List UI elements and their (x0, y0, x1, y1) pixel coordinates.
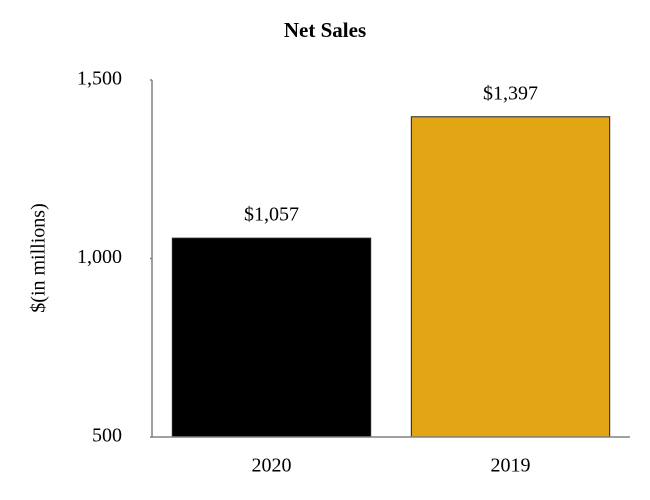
value-label: $1,397 (483, 82, 538, 104)
x-tick-label: 2020 (252, 455, 292, 477)
y-axis-label: $(in millions) (28, 203, 50, 312)
value-label: $1,057 (244, 204, 299, 226)
bar (171, 237, 372, 438)
chart-title: Net Sales (284, 18, 366, 42)
bar (410, 116, 611, 438)
x-tick-label: 2019 (491, 455, 531, 477)
y-tick-label: 1,500 (77, 68, 122, 90)
y-tick-label: 1,000 (77, 246, 122, 268)
y-tick-label: 500 (92, 425, 122, 447)
